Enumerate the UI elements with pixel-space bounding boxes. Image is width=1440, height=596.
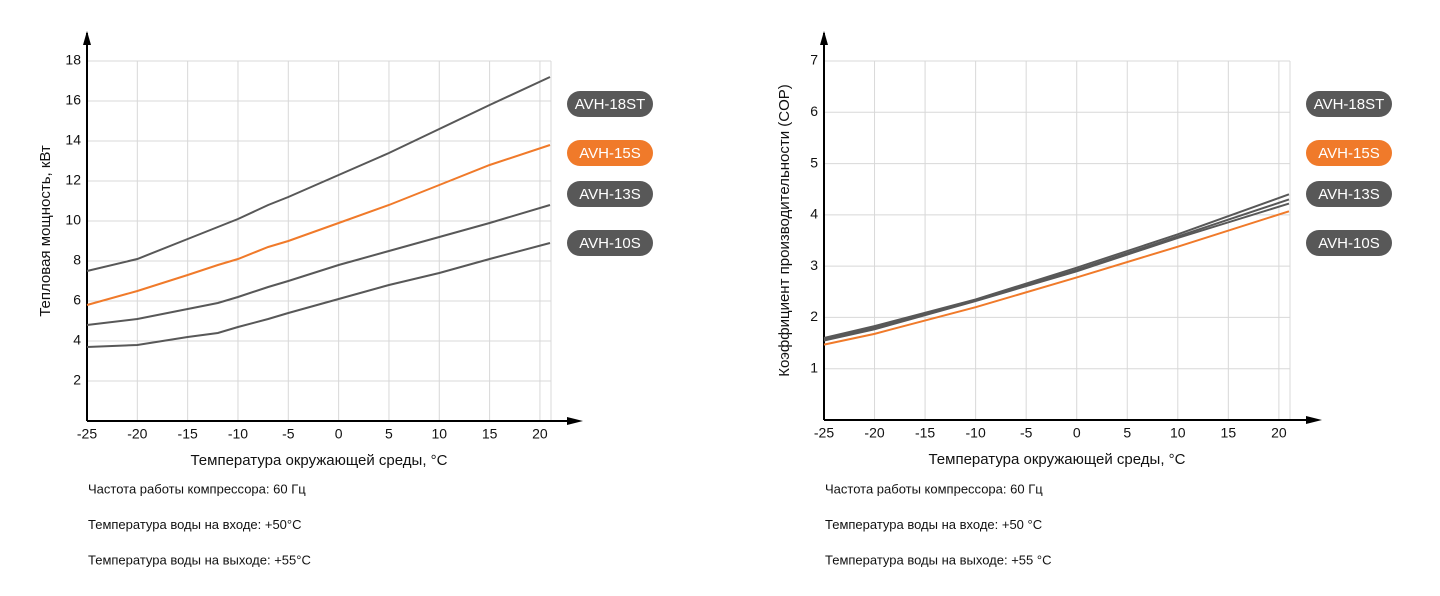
y-tick-label: 7 xyxy=(810,52,818,68)
x-tick-label: -15 xyxy=(915,425,935,441)
y-tick-label: 8 xyxy=(73,252,81,268)
y-tick-label: 5 xyxy=(810,154,818,170)
legend-pill xyxy=(567,230,653,256)
note: Температура воды на входе: +50 °C xyxy=(825,517,1042,532)
x-tick-label: 5 xyxy=(1123,425,1131,441)
legend-pill xyxy=(1306,140,1392,166)
x-tick-label: 15 xyxy=(482,426,498,442)
legend-label: AVH-15S xyxy=(579,145,640,162)
y-axis-title: Тепловая мощность, кВт xyxy=(37,145,54,317)
y-tick-label: 4 xyxy=(73,332,81,348)
legend-pill xyxy=(567,181,653,207)
x-tick-label: 10 xyxy=(431,426,447,442)
y-tick-label: 6 xyxy=(73,292,81,308)
y-tick-label: 2 xyxy=(73,372,81,388)
x-axis-title: Температура окружающей среды, °C xyxy=(928,451,1185,468)
y-axis-arrow xyxy=(83,31,91,45)
series-line xyxy=(823,193,1290,339)
x-tick-label: 20 xyxy=(1271,425,1287,441)
x-tick-label: 20 xyxy=(532,426,548,442)
x-tick-label: -20 xyxy=(127,426,147,442)
legend-pill xyxy=(567,140,653,166)
legend-pill xyxy=(1306,91,1392,117)
y-tick-label: 14 xyxy=(65,132,81,148)
x-tick-label: -25 xyxy=(814,425,834,441)
note: Температура воды на выходе: +55 °C xyxy=(825,552,1051,567)
x-axis-title: Температура окружающей среды, °C xyxy=(190,452,447,469)
y-tick-label: 1 xyxy=(810,359,818,375)
series-line xyxy=(86,204,551,326)
y-tick-label: 10 xyxy=(65,212,81,228)
legend-pill xyxy=(1306,181,1392,207)
y-tick-label: 16 xyxy=(65,92,81,108)
x-tick-label: -10 xyxy=(966,425,986,441)
note: Частота работы компрессора: 60 Гц xyxy=(88,481,306,496)
y-axis-arrow xyxy=(820,31,828,45)
legend-pill xyxy=(1306,230,1392,256)
y-tick-label: 6 xyxy=(810,103,818,119)
x-tick-label: -25 xyxy=(77,426,97,442)
x-tick-label: 5 xyxy=(385,426,393,442)
y-tick-label: 3 xyxy=(810,257,818,273)
legend-label: AVH-10S xyxy=(579,235,640,252)
x-tick-label: -10 xyxy=(228,426,248,442)
series-line xyxy=(86,76,551,272)
y-tick-label: 2 xyxy=(810,308,818,324)
x-tick-label: -5 xyxy=(1020,425,1033,441)
y-axis-title: Коэффициент производительности (COP) xyxy=(776,84,793,377)
series-line xyxy=(823,202,1290,342)
x-tick-label: -15 xyxy=(178,426,198,442)
legend-label: AVH-18ST xyxy=(575,96,646,113)
legend-pill xyxy=(567,91,653,117)
note: Температура воды на входе: +50°C xyxy=(88,517,302,532)
x-tick-label: -5 xyxy=(282,426,295,442)
y-tick-label: 12 xyxy=(65,172,81,188)
x-tick-label: 10 xyxy=(1170,425,1186,441)
x-tick-label: 0 xyxy=(335,426,343,442)
legend-label: AVH-10S xyxy=(1318,235,1379,252)
x-axis-arrow xyxy=(567,417,583,425)
series-line xyxy=(86,242,551,348)
x-axis-arrow xyxy=(1306,416,1322,424)
series-line xyxy=(86,144,551,306)
x-tick-label: 0 xyxy=(1073,425,1081,441)
note: Температура воды на выходе: +55°C xyxy=(88,552,311,567)
legend-label: AVH-13S xyxy=(1318,186,1379,203)
series-line xyxy=(823,210,1290,346)
x-tick-label: -20 xyxy=(864,425,884,441)
y-tick-label: 4 xyxy=(810,206,818,222)
legend-label: AVH-18ST xyxy=(1314,96,1385,113)
y-tick-label: 18 xyxy=(65,52,81,68)
note: Частота работы компрессора: 60 Гц xyxy=(825,481,1043,496)
x-tick-label: 15 xyxy=(1221,425,1237,441)
legend-label: AVH-15S xyxy=(1318,145,1379,162)
legend-label: AVH-13S xyxy=(579,186,640,203)
